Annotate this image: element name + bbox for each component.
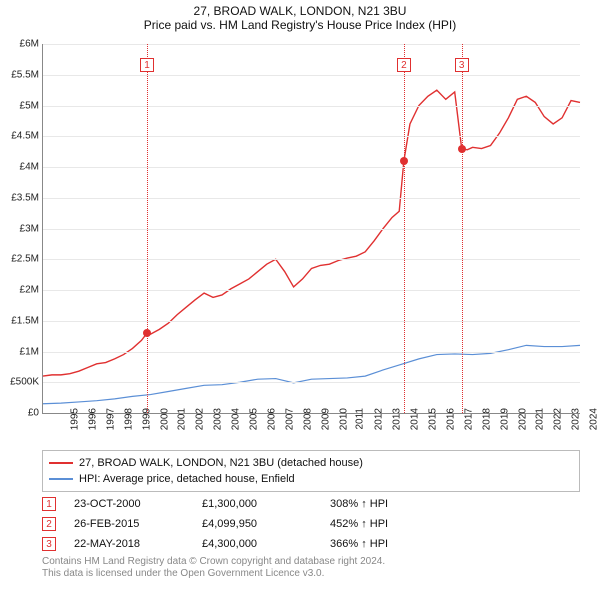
legend-label: 27, BROAD WALK, LONDON, N21 3BU (detache… <box>79 455 363 471</box>
y-axis-label: £6M <box>3 39 39 50</box>
x-axis-label: 2014 <box>409 408 420 430</box>
y-axis-label: £1M <box>3 346 39 357</box>
y-axis-label: £5M <box>3 100 39 111</box>
x-axis-label: 2015 <box>427 408 438 430</box>
event-marker-line <box>404 44 405 413</box>
x-axis-label: 2012 <box>374 408 385 430</box>
x-axis-label: 2008 <box>302 408 313 430</box>
event-hpi: 366% ↑ HPI <box>330 534 388 554</box>
event-price: £4,099,950 <box>202 514 312 534</box>
x-axis-label: 2006 <box>266 408 277 430</box>
y-axis-label: £4M <box>3 162 39 173</box>
footer-attribution: Contains HM Land Registry data © Crown c… <box>42 556 580 580</box>
event-number-box: 2 <box>42 517 56 531</box>
event-marker-line <box>147 44 148 413</box>
event-marker-dot <box>458 145 466 153</box>
event-marker-box: 1 <box>140 58 154 72</box>
x-axis-label: 2005 <box>248 408 259 430</box>
x-axis-label: 2020 <box>517 408 528 430</box>
x-axis-label: 1998 <box>123 408 134 430</box>
legend-row: 27, BROAD WALK, LONDON, N21 3BU (detache… <box>49 455 573 471</box>
x-axis-label: 2000 <box>159 408 170 430</box>
x-axis-label: 2018 <box>481 408 492 430</box>
x-axis-label: 1995 <box>69 408 80 430</box>
legend-row: HPI: Average price, detached house, Enfi… <box>49 471 573 487</box>
series-price_paid <box>43 90 580 376</box>
legend: 27, BROAD WALK, LONDON, N21 3BU (detache… <box>42 450 580 492</box>
y-axis-label: £1.5M <box>3 315 39 326</box>
event-marker-dot <box>143 329 151 337</box>
event-row: 3 22-MAY-2018 £4,300,000 366% ↑ HPI <box>42 534 580 554</box>
y-axis-label: £500K <box>3 377 39 388</box>
x-axis-label: 2024 <box>588 408 599 430</box>
event-number-box: 3 <box>42 537 56 551</box>
event-hpi: 308% ↑ HPI <box>330 494 388 514</box>
x-axis-label: 2009 <box>320 408 331 430</box>
event-row: 1 23-OCT-2000 £1,300,000 308% ↑ HPI <box>42 494 580 514</box>
x-axis-label: 1997 <box>105 408 116 430</box>
chart-plot-area: £0£500K£1M£1.5M£2M£2.5M£3M£3.5M£4M£4.5M£… <box>42 44 580 414</box>
chart-titles: 27, BROAD WALK, LONDON, N21 3BU Price pa… <box>0 0 600 32</box>
event-date: 22-MAY-2018 <box>74 534 184 554</box>
y-axis-label: £2.5M <box>3 254 39 265</box>
y-axis-label: £4.5M <box>3 131 39 142</box>
x-axis-label: 2013 <box>391 408 402 430</box>
y-axis-label: £2M <box>3 285 39 296</box>
event-row: 2 26-FEB-2015 £4,099,950 452% ↑ HPI <box>42 514 580 534</box>
event-marker-line <box>462 44 463 413</box>
y-axis-label: £3M <box>3 223 39 234</box>
footer-line: Contains HM Land Registry data © Crown c… <box>42 556 580 568</box>
y-axis-label: £3.5M <box>3 192 39 203</box>
event-marker-dot <box>400 157 408 165</box>
event-price: £4,300,000 <box>202 534 312 554</box>
x-axis-label: 2010 <box>338 408 349 430</box>
event-marker-box: 2 <box>397 58 411 72</box>
legend-swatch <box>49 462 73 464</box>
x-axis-label: 2019 <box>499 408 510 430</box>
title-line-2: Price paid vs. HM Land Registry's House … <box>0 18 600 32</box>
legend-swatch <box>49 478 73 480</box>
x-axis-label: 2016 <box>445 408 456 430</box>
x-axis-label: 2003 <box>212 408 223 430</box>
x-axis-label: 2023 <box>570 408 581 430</box>
footer-line: This data is licensed under the Open Gov… <box>42 568 580 580</box>
legend-label: HPI: Average price, detached house, Enfi… <box>79 471 295 487</box>
x-axis-label: 2021 <box>535 408 546 430</box>
x-axis-label: 1996 <box>87 408 98 430</box>
title-line-1: 27, BROAD WALK, LONDON, N21 3BU <box>0 4 600 18</box>
event-price: £1,300,000 <box>202 494 312 514</box>
event-date: 23-OCT-2000 <box>74 494 184 514</box>
event-hpi: 452% ↑ HPI <box>330 514 388 534</box>
y-axis-label: £5.5M <box>3 69 39 80</box>
event-marker-box: 3 <box>455 58 469 72</box>
x-axis-label: 2001 <box>177 408 188 430</box>
x-axis-label: 2011 <box>355 408 366 430</box>
y-axis-label: £0 <box>3 408 39 419</box>
events-table: 1 23-OCT-2000 £1,300,000 308% ↑ HPI 2 26… <box>42 494 580 554</box>
x-axis-label: 2017 <box>463 408 474 430</box>
event-number-box: 1 <box>42 497 56 511</box>
x-axis-label: 2022 <box>553 408 564 430</box>
x-axis-label: 2004 <box>230 408 241 430</box>
x-axis-label: 2007 <box>284 408 295 430</box>
event-date: 26-FEB-2015 <box>74 514 184 534</box>
x-axis-label: 2002 <box>195 408 206 430</box>
